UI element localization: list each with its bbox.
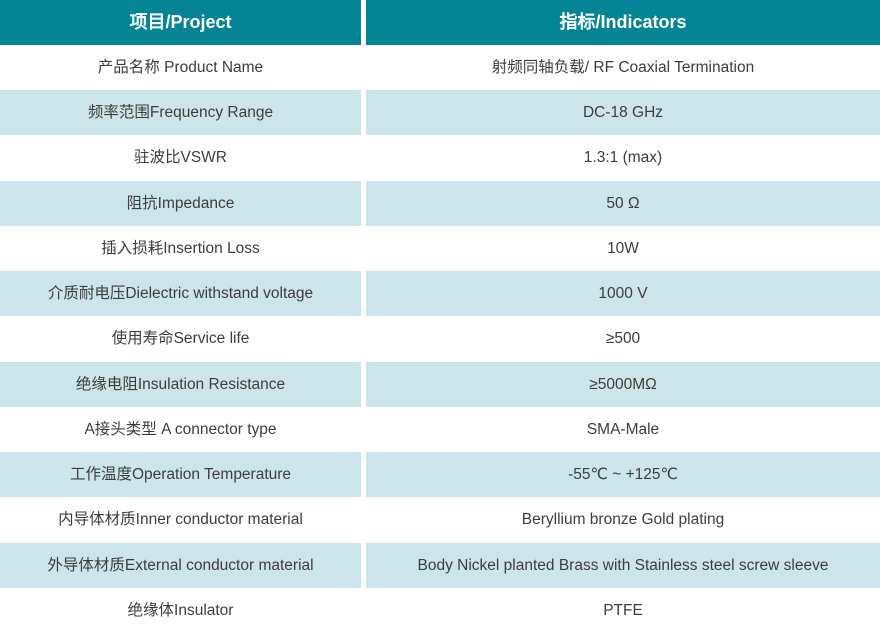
table-row: 产品名称 Product Name 射频同轴负载/ RF Coaxial Ter… bbox=[0, 45, 880, 91]
project-cell: 外导体材质External conductor material bbox=[0, 542, 361, 588]
project-cell: 介质耐电压Dielectric withstand voltage bbox=[0, 271, 361, 317]
column-divider bbox=[361, 361, 366, 407]
indicator-cell: Beryllium bronze Gold plating bbox=[521, 511, 725, 529]
project-cell: 内导体材质Inner conductor material bbox=[58, 511, 303, 529]
indicator-cell: SMA-Male bbox=[586, 420, 660, 438]
table-row: A接头类型 A connector type SMA-Male bbox=[0, 406, 880, 453]
table-row: 频率范围Frequency Range DC-18 GHz bbox=[0, 90, 880, 136]
table-row: 绝缘体Insulator PTFE bbox=[0, 587, 880, 633]
table-row: 绝缘电阻Insulation Resistance ≥5000MΩ bbox=[0, 361, 880, 407]
table-row: 工作温度Operation Temperature -55℃ ~ +125℃ bbox=[0, 452, 880, 498]
column-divider bbox=[361, 180, 366, 226]
column-divider bbox=[361, 497, 366, 543]
column-divider bbox=[361, 45, 366, 91]
project-cell: 绝缘电阻Insulation Resistance bbox=[0, 361, 361, 407]
indicator-cell: ≥5000MΩ bbox=[366, 361, 880, 407]
column-divider bbox=[361, 406, 366, 453]
project-cell: 频率范围Frequency Range bbox=[0, 90, 361, 136]
table-row: 使用寿命Service life ≥500 bbox=[0, 316, 880, 362]
table-row: 插入损耗Insertion Loss 10W bbox=[0, 225, 880, 272]
column-divider bbox=[361, 90, 366, 136]
indicator-cell: Body Nickel planted Brass with Stainless… bbox=[366, 542, 880, 588]
indicator-cell: ≥500 bbox=[605, 330, 641, 348]
column-divider bbox=[361, 542, 366, 588]
project-cell: 使用寿命Service life bbox=[111, 330, 250, 348]
table-header-row: 项目/Project 指标/Indicators bbox=[0, 0, 880, 45]
indicator-cell: -55℃ ~ +125℃ bbox=[366, 452, 880, 498]
indicator-cell: 射频同轴负载/ RF Coaxial Termination bbox=[491, 58, 755, 76]
column-divider bbox=[361, 225, 366, 272]
project-cell: 插入损耗Insertion Loss bbox=[101, 239, 260, 257]
project-cell: 产品名称 Product Name bbox=[97, 58, 264, 76]
indicator-cell: PTFE bbox=[603, 601, 643, 619]
project-cell: 驻波比VSWR bbox=[133, 149, 227, 167]
project-cell: 工作温度Operation Temperature bbox=[0, 452, 361, 498]
table-row: 阻抗Impedance 50 Ω bbox=[0, 180, 880, 226]
column-divider bbox=[361, 0, 366, 45]
project-cell: 阻抗Impedance bbox=[0, 180, 361, 226]
column-divider bbox=[361, 135, 366, 181]
indicator-cell: 1.3:1 (max) bbox=[583, 149, 663, 167]
header-cell-project: 项目/Project bbox=[0, 0, 361, 45]
indicator-cell: 1000 V bbox=[366, 271, 880, 317]
column-divider bbox=[361, 452, 366, 498]
indicator-cell: 50 Ω bbox=[366, 180, 880, 226]
table-row: 外导体材质External conductor material Body Ni… bbox=[0, 542, 880, 588]
column-divider bbox=[361, 271, 366, 317]
column-divider bbox=[361, 587, 366, 633]
indicator-cell: DC-18 GHz bbox=[366, 90, 880, 136]
header-cell-indicators: 指标/Indicators bbox=[366, 0, 880, 45]
project-cell: 绝缘体Insulator bbox=[127, 601, 234, 619]
table-row: 内导体材质Inner conductor material Beryllium … bbox=[0, 497, 880, 543]
column-divider bbox=[361, 316, 366, 362]
table-row: 介质耐电压Dielectric withstand voltage 1000 V bbox=[0, 271, 880, 317]
project-cell: A接头类型 A connector type bbox=[84, 420, 277, 438]
table-row: 驻波比VSWR 1.3:1 (max) bbox=[0, 135, 880, 181]
indicator-cell: 10W bbox=[607, 239, 639, 257]
